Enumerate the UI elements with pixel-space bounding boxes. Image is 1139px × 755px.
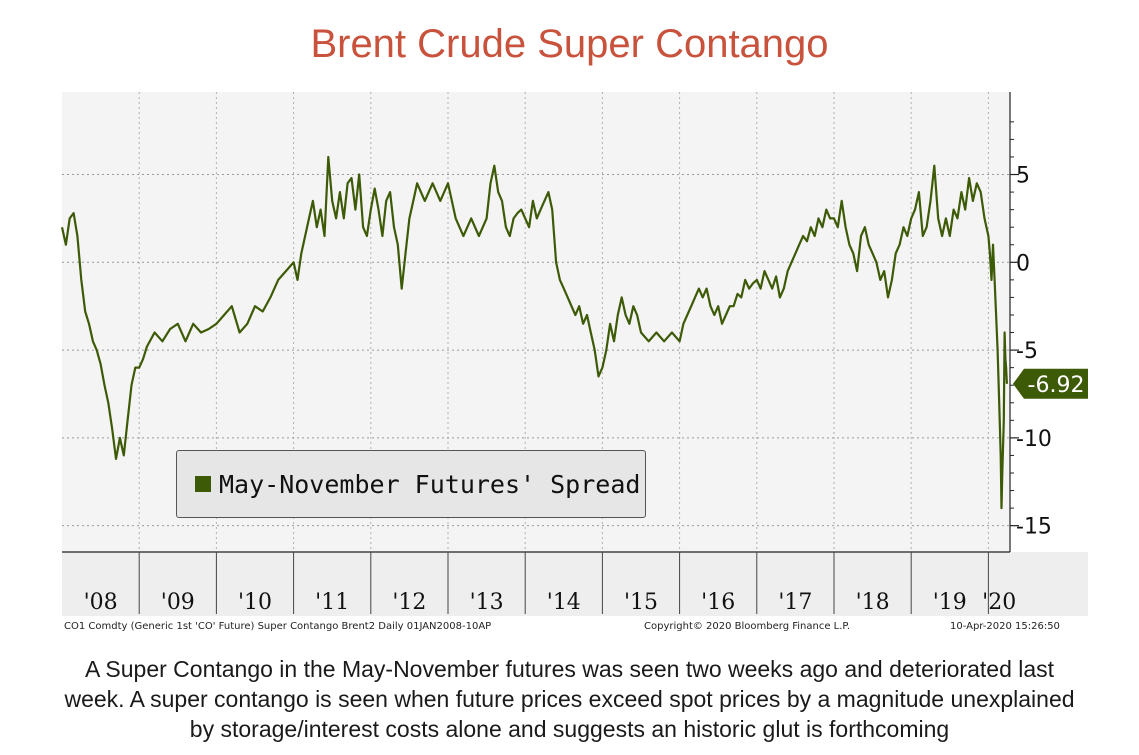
x-tick-label: '10 (238, 590, 272, 615)
x-tick-label: '08 (84, 590, 118, 615)
series-group (60, 155, 1008, 510)
x-tick-label: '17 (778, 590, 812, 615)
x-tick-label: '14 (547, 590, 581, 615)
series-line (60, 155, 1008, 510)
chart-legend: May-November Futures' Spread (176, 450, 646, 518)
x-tick-label: '12 (392, 590, 426, 615)
legend-swatch (195, 476, 211, 492)
x-tick-label: '13 (470, 590, 504, 615)
x-tick-label: '18 (856, 590, 890, 615)
caption-line-2: week. A super contango is seen when futu… (64, 686, 1075, 712)
caption-line-3: by storage/interest costs alone and sugg… (189, 716, 950, 742)
last-value-label: -6.92 (1013, 368, 1088, 399)
vertical-gridlines (138, 92, 989, 552)
timestamp-note: 10-Apr-2020 15:26:50 (950, 621, 1060, 632)
caption: A Super Contango in the May-November fut… (0, 654, 1139, 744)
x-tick-label: '15 (624, 590, 658, 615)
last-value-tag (1013, 368, 1088, 399)
source-note: CO1 Comdty (Generic 1st 'CO' Future) Sup… (64, 621, 492, 632)
caption-line-1: A Super Contango in the May-November fut… (84, 656, 1055, 682)
y-tick-label: -10 (1016, 427, 1052, 452)
x-axis-ticks: '08 '09 '10 '11 '12 '13 '14 '15 '16 '17 '18 '19 '20 (84, 552, 1016, 615)
legend-label: May-November Futures' Spread (219, 469, 641, 499)
y-axis-ticks: 5 0 -5 -10 -15 (1010, 121, 1052, 540)
chart-title: Brent Crude Super Contango (310, 22, 829, 66)
x-tick-label: '16 (701, 590, 735, 615)
x-axis-band (62, 552, 1088, 616)
y-tick-label: 5 (1016, 164, 1030, 189)
last-value-text: -6.92 (1028, 373, 1085, 398)
horizontal-gridlines (62, 174, 1010, 527)
x-tick-label: '19 (933, 590, 967, 615)
x-tick-label: '11 (315, 590, 349, 615)
y-tick-label: -5 (1016, 339, 1038, 364)
copyright-note: Copyright© 2020 Bloomberg Finance L.P. (644, 621, 851, 632)
y-tick-label: -15 (1016, 515, 1052, 540)
x-tick-label: '20 (982, 590, 1016, 615)
x-tick-label: '09 (161, 590, 195, 615)
y-tick-label: 0 (1016, 251, 1030, 276)
